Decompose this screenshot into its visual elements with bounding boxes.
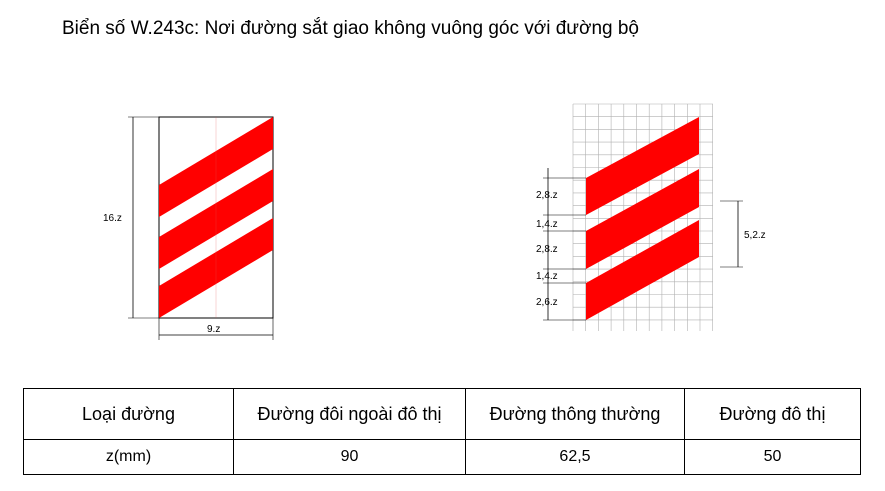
dim-label-1: 2,8.z bbox=[536, 190, 558, 201]
red-stripe bbox=[586, 169, 699, 269]
table-cell: 50 bbox=[684, 439, 861, 475]
red-stripe bbox=[586, 220, 699, 320]
table-header-row: Loại đường Đường đôi ngoài đô thị Đường … bbox=[23, 388, 861, 440]
table-header: Đường đô thị bbox=[684, 388, 861, 440]
table-cell: 90 bbox=[233, 439, 466, 475]
table-cell: z(mm) bbox=[23, 439, 234, 475]
height-label: 16.z bbox=[103, 213, 122, 224]
width-label: 9.z bbox=[207, 324, 220, 335]
dim-label-2: 1,4.z bbox=[536, 219, 558, 230]
sign-right: 2,8.z 1,4.z 2,8.z 1,4.z 2,6.z 5,2.z bbox=[536, 103, 766, 331]
table-cell: 62,5 bbox=[465, 439, 685, 475]
table-header: Loại đường bbox=[23, 388, 234, 440]
dim-label-3: 2,8.z bbox=[536, 244, 558, 255]
dim-label-4: 1,4.z bbox=[536, 271, 558, 282]
right-dim-label: 5,2.z bbox=[744, 230, 766, 241]
page-title: Biển số W.243c: Nơi đường sắt giao không… bbox=[62, 18, 639, 39]
dim-label-5: 2,6.z bbox=[536, 297, 558, 308]
spec-table: Loại đường Đường đôi ngoài đô thị Đường … bbox=[23, 388, 861, 475]
red-stripe bbox=[586, 117, 699, 215]
table-header: Đường đôi ngoài đô thị bbox=[233, 388, 466, 440]
sign-left: 16.z 9.z bbox=[103, 116, 274, 340]
table-row: z(mm) 90 62,5 50 bbox=[23, 439, 861, 475]
table-header: Đường thông thường bbox=[465, 388, 685, 440]
